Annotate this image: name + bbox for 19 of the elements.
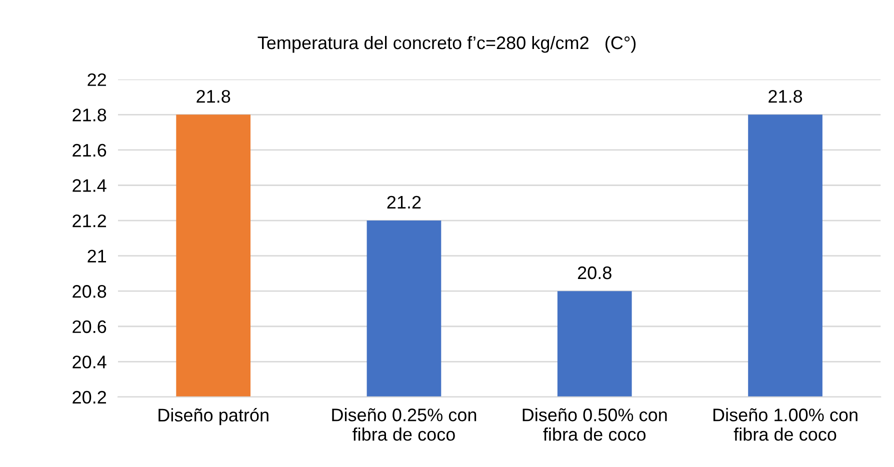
y-tick-label: 21 <box>88 250 106 262</box>
y-tick-label: 22 <box>88 73 106 86</box>
data-label: 21.8 <box>768 90 802 103</box>
chart-title: Temperatura del concreto f’c=280 kg/cm2 (C°) <box>258 36 636 53</box>
x-tick-label: Diseño 0.25% con fibra de coco <box>332 408 476 441</box>
y-tick-label: 20.2 <box>72 390 106 404</box>
x-tick-label: Diseño 0.50% con fibra de coco <box>522 408 667 441</box>
y-tick-label: 20.6 <box>72 320 106 334</box>
x-tick-label: Diseño 1.00% con fibra de coco <box>713 408 858 441</box>
y-tick-label: 21.4 <box>72 179 106 192</box>
x-tick-label: Diseño patrón <box>158 408 268 426</box>
y-tick-label: 21.6 <box>72 144 106 157</box>
y-tick-label: 20.8 <box>72 285 106 298</box>
data-label: 20.8 <box>578 266 612 280</box>
y-tick-label: 21.2 <box>72 214 106 228</box>
y-tick-label: 20.4 <box>72 356 106 368</box>
data-label: 21.8 <box>196 90 230 103</box>
y-tick-label: 21.8 <box>72 108 106 122</box>
data-label: 21.2 <box>387 196 421 208</box>
